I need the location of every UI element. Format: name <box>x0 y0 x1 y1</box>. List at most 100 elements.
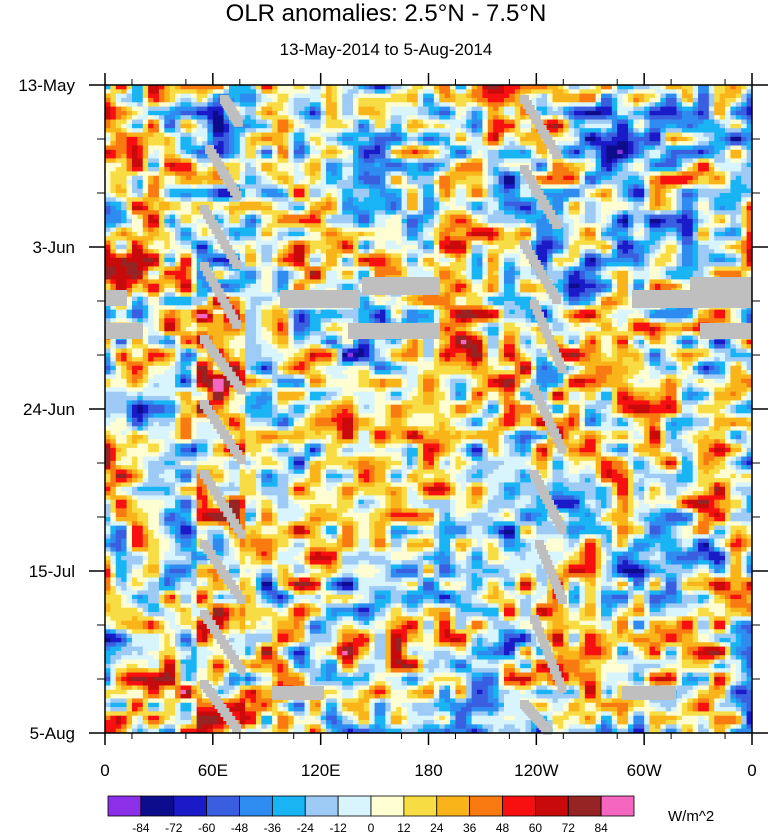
field-cell <box>455 85 462 90</box>
field-cell <box>363 102 370 107</box>
field-cell <box>218 257 224 263</box>
field-cell <box>547 128 553 133</box>
field-cell <box>363 257 370 263</box>
field-cell <box>557 141 564 146</box>
field-cell <box>638 253 645 259</box>
field-cell <box>115 149 122 155</box>
field-cell <box>741 102 747 107</box>
field-cell <box>654 231 661 237</box>
field-cell <box>158 123 165 129</box>
field-cell <box>574 149 580 155</box>
field-cell <box>282 262 289 267</box>
field-cell <box>363 154 370 159</box>
field-cell <box>261 218 268 224</box>
field-cell <box>255 197 262 202</box>
field-cell <box>169 218 176 224</box>
field-cell <box>266 141 273 146</box>
field-cell <box>477 154 483 159</box>
field-cell <box>719 240 726 246</box>
field-cell <box>676 154 683 159</box>
field-cell <box>692 171 699 177</box>
field-cell <box>164 210 171 215</box>
field-cell <box>245 162 251 168</box>
field-cell <box>606 201 613 207</box>
field-cell <box>412 119 419 125</box>
field-cell <box>336 227 343 233</box>
field-cell <box>180 201 187 207</box>
field-cell <box>730 167 737 172</box>
field-cell <box>336 149 343 155</box>
field-cell <box>660 89 667 94</box>
field-cell <box>412 115 419 120</box>
field-cell <box>272 167 278 172</box>
field-cell <box>617 171 623 177</box>
field-cell <box>660 188 667 194</box>
field-cell <box>137 154 144 159</box>
field-cell <box>503 214 510 220</box>
field-cell <box>450 102 456 107</box>
field-cell <box>687 236 694 241</box>
field-cell <box>385 106 392 112</box>
field-cell <box>417 162 424 168</box>
field-cell <box>304 214 311 220</box>
field-cell <box>428 262 435 267</box>
field-cell <box>299 184 305 190</box>
field-cell <box>175 102 181 107</box>
field-cell <box>552 85 559 90</box>
field-cell <box>266 85 273 90</box>
field-cell <box>250 193 257 198</box>
field-cell <box>530 149 537 155</box>
field-cell <box>525 184 532 190</box>
field-cell <box>530 85 537 90</box>
field-cell <box>105 158 111 164</box>
field-cell <box>293 201 300 207</box>
field-cell <box>406 210 413 215</box>
field-cell <box>142 253 149 259</box>
field-cell <box>541 106 548 112</box>
field-cell <box>671 85 677 90</box>
field-cell <box>401 175 408 181</box>
field-cell <box>503 231 510 237</box>
field-cell <box>142 149 149 155</box>
field-cell <box>153 262 160 267</box>
field-cell <box>595 180 602 185</box>
field-cell <box>541 180 548 185</box>
field-cell <box>649 193 656 198</box>
field-cell <box>126 249 133 254</box>
field-cell <box>110 97 117 103</box>
field-cell <box>175 205 181 211</box>
field-cell <box>746 184 753 190</box>
field-cell <box>110 110 117 116</box>
field-cell <box>202 132 208 138</box>
field-cell <box>714 240 720 246</box>
field-cell <box>687 110 694 116</box>
field-cell <box>692 102 699 107</box>
field-cell <box>660 253 667 259</box>
field-cell <box>681 149 688 155</box>
field-cell <box>412 214 419 220</box>
field-cell <box>266 180 273 185</box>
field-cell <box>342 119 348 125</box>
field-cell <box>692 141 699 146</box>
field-cell <box>719 123 726 129</box>
field-cell <box>417 227 424 233</box>
field-cell <box>514 167 521 172</box>
field-cell <box>379 227 386 233</box>
field-cell <box>121 171 127 177</box>
field-cell <box>126 132 133 138</box>
field-cell <box>353 175 359 181</box>
field-cell <box>611 231 618 237</box>
field-cell <box>708 85 715 90</box>
field-cell <box>326 197 332 202</box>
field-cell <box>353 249 359 254</box>
field-cell <box>552 253 559 259</box>
field-cell <box>579 240 586 246</box>
field-cell <box>266 262 273 267</box>
field-cell <box>261 223 268 228</box>
field-cell <box>660 167 667 172</box>
field-cell <box>423 201 429 207</box>
field-cell <box>255 110 262 116</box>
field-cell <box>460 210 467 215</box>
field-cell <box>288 249 295 254</box>
field-cell <box>196 188 203 194</box>
